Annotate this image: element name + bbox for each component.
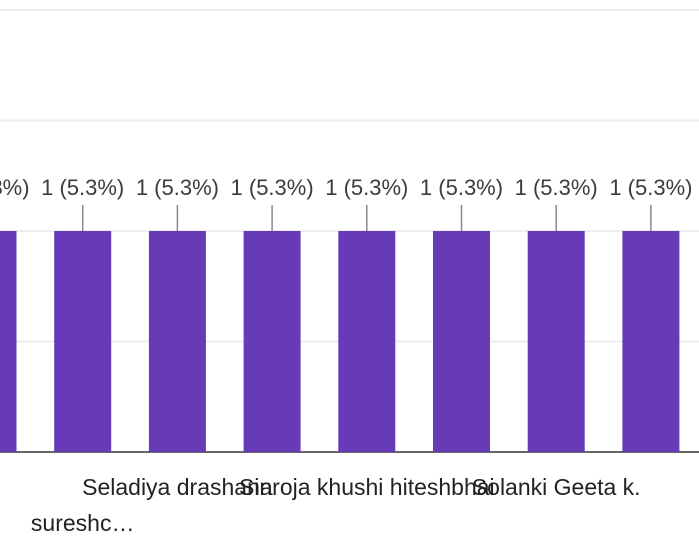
data-label: 1 (5.3%) — [136, 175, 219, 200]
bar — [54, 231, 112, 452]
data-label: 1 (5.3%) — [231, 175, 314, 200]
bar — [433, 231, 490, 452]
data-label: 1 (5.3%) — [420, 175, 503, 200]
x-tick-label: sureshc… — [31, 510, 135, 536]
data-label: 1 (5.3%) — [0, 175, 30, 200]
bar — [527, 231, 585, 452]
bar — [148, 231, 206, 452]
data-label: 1 (5.3%) — [325, 175, 408, 200]
bar — [622, 231, 680, 452]
x-tick-label: Seladiya drashana — [82, 474, 273, 500]
bar — [0, 231, 17, 452]
bar — [243, 231, 301, 452]
bar — [338, 231, 396, 452]
data-label: 1 (5.3%) — [41, 175, 124, 200]
x-tick-label: Solanki Geeta k. — [472, 474, 641, 500]
data-label: 1 (5.3%) — [515, 175, 598, 200]
x-tick-label: Sinroja khushi hiteshbhai — [239, 474, 495, 500]
data-label: 1 (5.3%) — [609, 175, 692, 200]
